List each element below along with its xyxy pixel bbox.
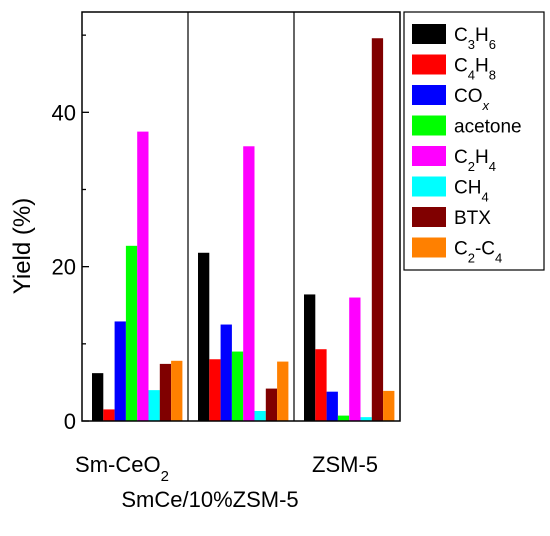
legend-entry: C2-C4 <box>454 239 502 266</box>
legend-swatch <box>412 115 446 136</box>
bar-series-1-cat-0 <box>103 409 115 421</box>
legend-swatch <box>412 24 446 44</box>
bar-series-2-cat-1 <box>220 324 232 421</box>
axes-layer: 0 20 40 <box>52 34 89 434</box>
y-tick-label: 20 <box>52 255 76 280</box>
bar-series-0-cat-1 <box>198 252 210 421</box>
bar-series-7-cat-2 <box>383 390 395 421</box>
category-label: ZSM-5 <box>312 452 378 477</box>
bar-series-4-cat-1 <box>243 146 255 421</box>
bar-series-7-cat-0 <box>171 360 183 421</box>
legend-swatch <box>412 85 446 105</box>
y-axis-label: Yield (%) <box>9 198 36 294</box>
legend-swatch <box>412 207 446 227</box>
bar-series-6-cat-2 <box>371 38 384 422</box>
plot-frame <box>81 11 401 422</box>
bar-series-4-cat-0 <box>137 131 149 422</box>
bar-series-1-cat-2 <box>315 349 327 421</box>
bar-series-3-cat-1 <box>231 351 244 421</box>
legend-entry: C3H6 <box>454 25 496 52</box>
bar-series-5-cat-2 <box>360 417 372 421</box>
legend-swatch <box>412 176 446 197</box>
bar-series-3-cat-2 <box>337 415 350 421</box>
bar-series-4-cat-2 <box>349 297 361 421</box>
bar-series-2-cat-2 <box>326 391 338 421</box>
legend-entry: C2H4 <box>454 147 496 174</box>
legend-entry: CH4 <box>454 178 489 205</box>
bar-series-5-cat-1 <box>254 410 266 421</box>
bar-series-6-cat-0 <box>159 363 172 421</box>
bar-series-2-cat-0 <box>114 321 126 421</box>
legend-swatch <box>412 146 446 166</box>
bars-layer <box>92 38 395 422</box>
legend-entry: BTX <box>454 208 491 229</box>
bar-series-0-cat-2 <box>304 294 316 421</box>
category-label: Sm-CeO2 <box>75 452 169 485</box>
plot-border <box>81 11 401 422</box>
bar-series-6-cat-1 <box>265 388 278 421</box>
y-tick-label: 0 <box>64 409 76 434</box>
legend-swatch <box>412 237 446 258</box>
bar-series-1-cat-1 <box>209 359 221 421</box>
bar-series-7-cat-1 <box>277 361 289 421</box>
bar-series-5-cat-0 <box>148 390 160 421</box>
category-label: SmCe/10%ZSM-5 <box>121 487 298 512</box>
bar-series-0-cat-0 <box>92 373 104 421</box>
bar-series-3-cat-0 <box>125 245 138 421</box>
legend-swatch <box>412 54 446 75</box>
legend-entry: acetone <box>454 117 522 138</box>
legend: C3H6 C4H8 COx acetone C2H4 CH4 BTX C2-C4 <box>403 11 545 271</box>
y-tick-label: 40 <box>52 100 76 125</box>
legend-entry: C4H8 <box>454 56 496 83</box>
legend-entry: COx <box>454 86 490 113</box>
